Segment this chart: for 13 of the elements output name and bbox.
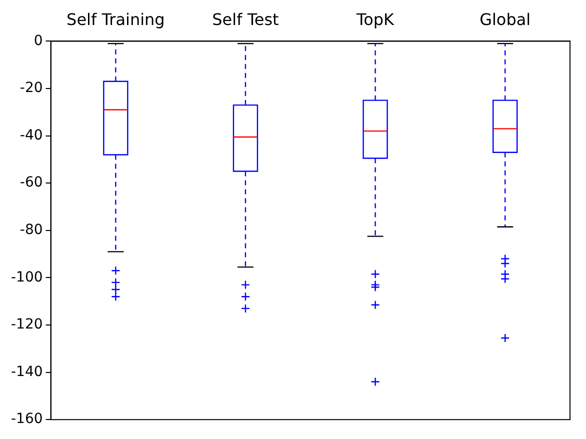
x-tick-label: Self Test: [212, 10, 279, 29]
x-tick-label: Self Training: [66, 10, 165, 29]
y-tick-label: -40: [20, 127, 43, 144]
y-tick-label: 0: [34, 32, 43, 49]
y-tick-label: -60: [20, 174, 43, 191]
y-tick-label: -140: [10, 364, 43, 380]
x-tick-label: TopK: [356, 10, 395, 29]
y-tick-label: -80: [20, 222, 43, 238]
y-tick-label: -160: [10, 411, 43, 428]
y-tick-label: -100: [10, 269, 43, 286]
y-tick-label: -120: [10, 316, 43, 333]
x-tick-label: Global: [480, 10, 531, 29]
y-tick-label: -20: [20, 80, 43, 96]
